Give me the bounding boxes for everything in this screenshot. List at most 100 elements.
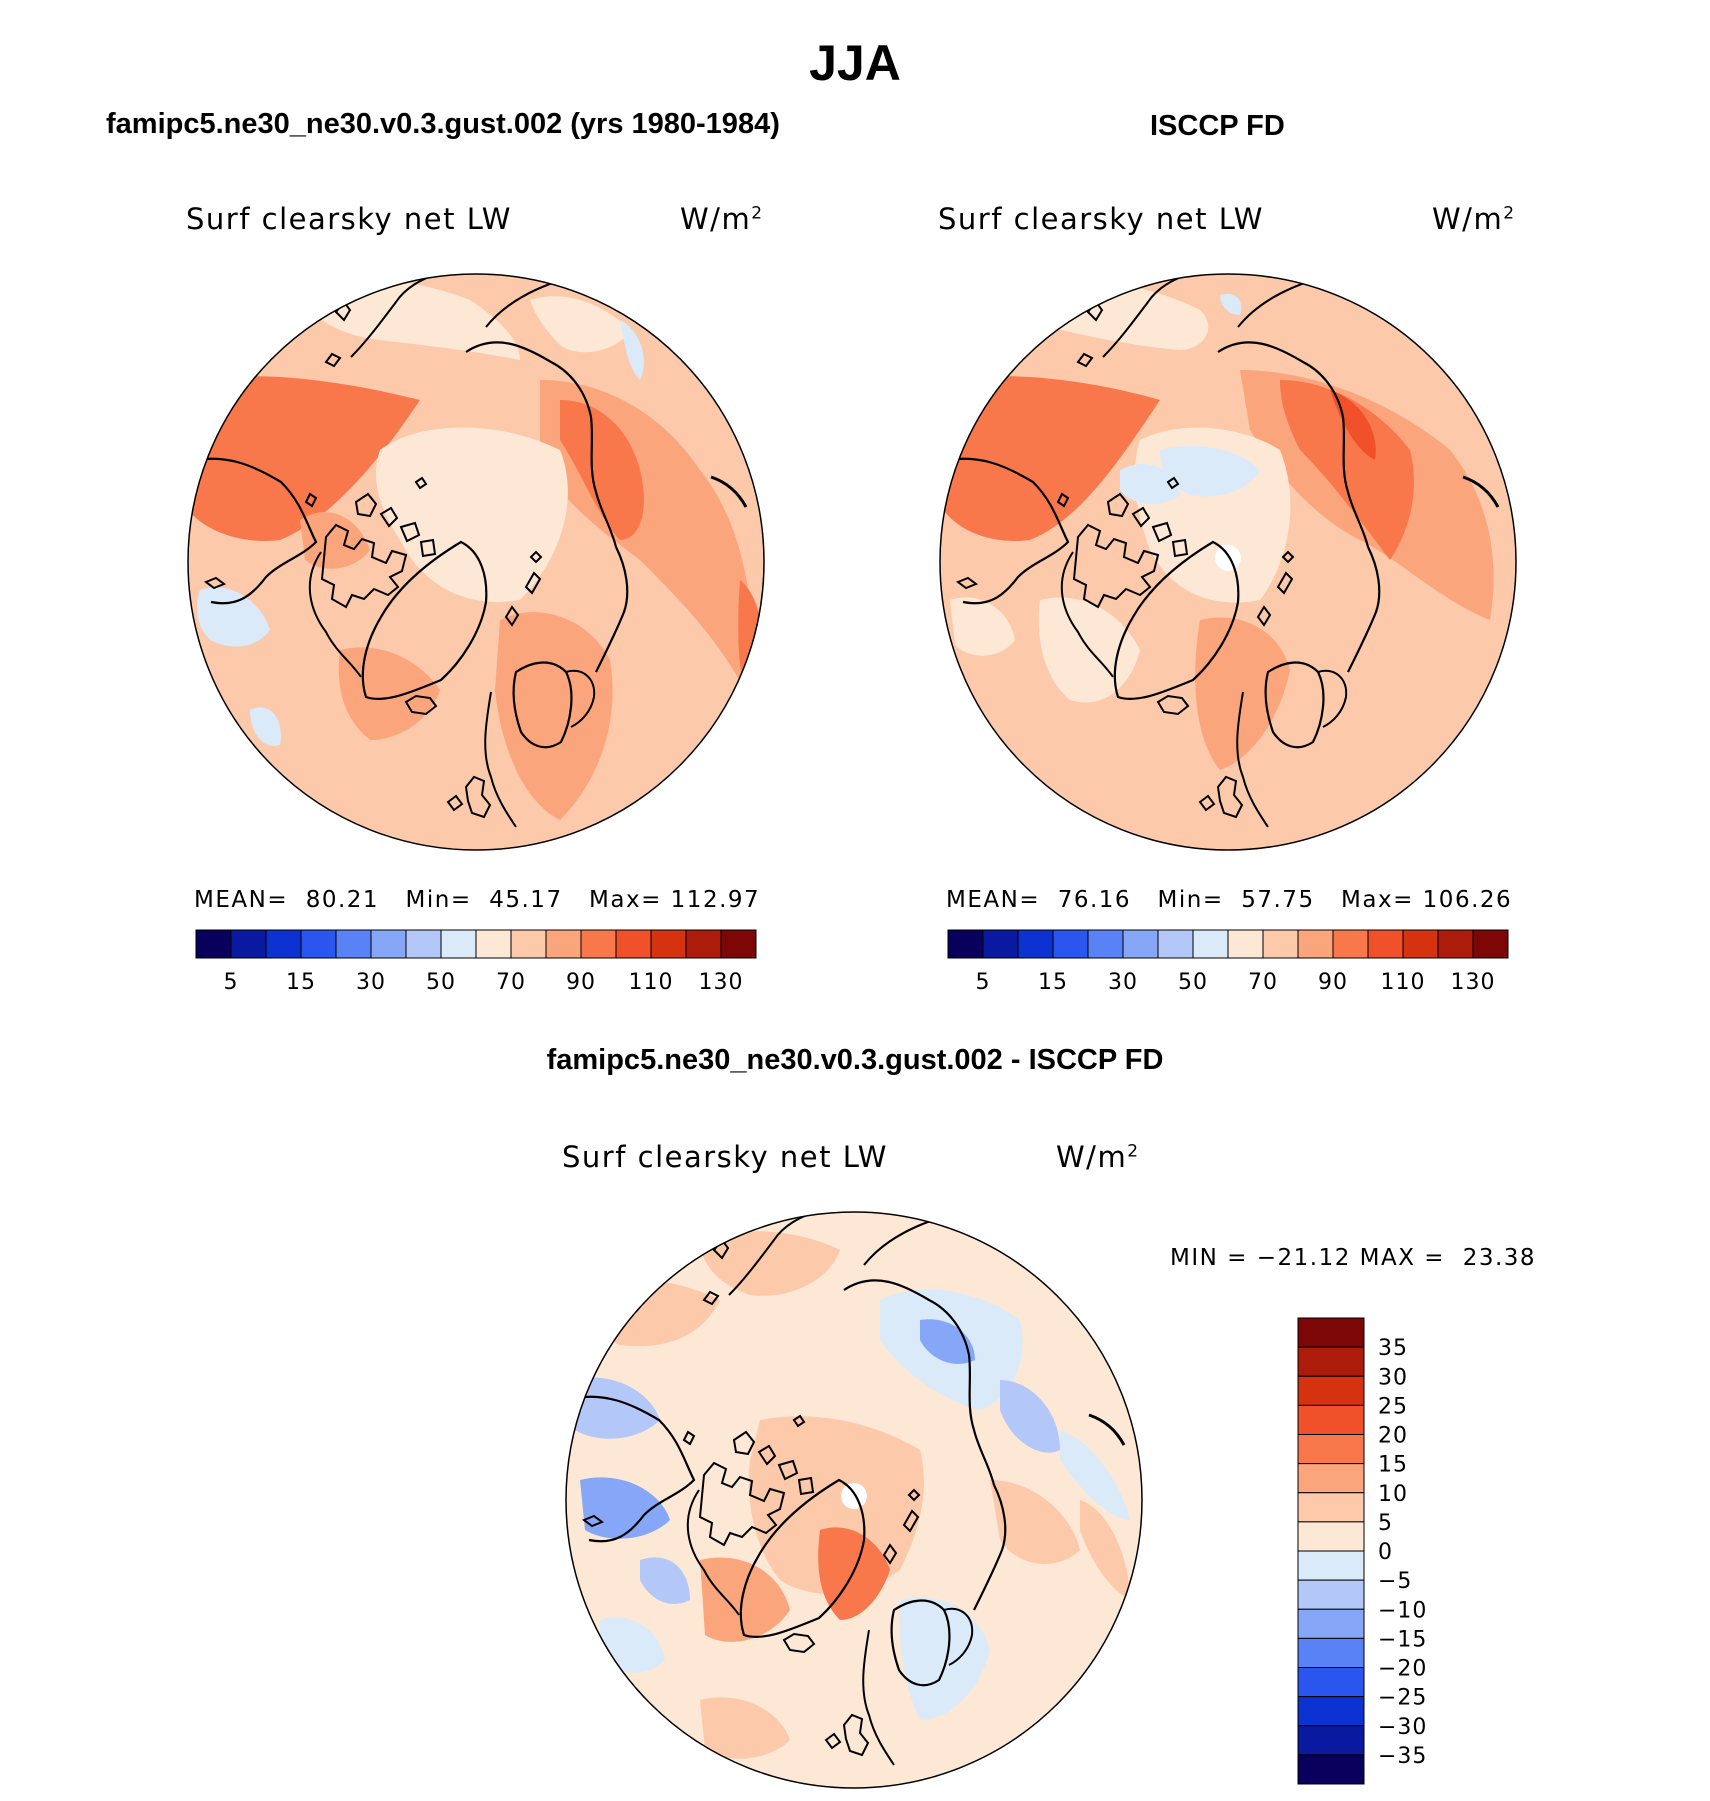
colorbar-panel-2-tick-label: 130 — [1451, 970, 1496, 995]
colorbar-panel-2-swatch — [982, 929, 1019, 959]
colorbar-panel-2-tick-label: 70 — [1248, 970, 1278, 995]
colorbar-panel-3-swatch — [1297, 1346, 1365, 1377]
panel-2-stats: MEAN= 76.16 Min= 57.75 Max= 106.26 — [946, 887, 1513, 913]
colorbar-panel-3-tick-label: −15 — [1378, 1627, 1427, 1652]
colorbar-panel-1-swatch — [475, 929, 512, 959]
colorbar-panel-2-swatch — [1017, 929, 1054, 959]
colorbar-panel-2-swatch — [1122, 929, 1159, 959]
colorbar-panel-2-swatch — [1087, 929, 1124, 959]
colorbar-panel-1-tick-label: 15 — [286, 970, 316, 995]
map-panel-2-border — [939, 273, 1517, 851]
colorbar-panel-3-swatch — [1297, 1375, 1365, 1406]
colorbar-panel-2-swatch — [1402, 929, 1439, 959]
colorbar-panel-1-tick-label: 90 — [566, 970, 596, 995]
map-panel-3-border — [565, 1211, 1143, 1789]
colorbar-panel-1-swatch — [545, 929, 582, 959]
panel-1-variable-label: Surf clearsky net LW — [186, 202, 512, 236]
panel-3-stats: MIN = −21.12 MAX = 23.38 — [1170, 1245, 1537, 1271]
colorbar-panel-3-tick-label: 30 — [1378, 1365, 1408, 1390]
map-panel-1 — [188, 274, 764, 850]
map-panel-2 — [940, 274, 1516, 850]
panel-3-units-label: W/m2 — [1056, 1140, 1140, 1174]
map-panel-1-border — [187, 273, 765, 851]
colorbar-panel-1-swatch — [510, 929, 547, 959]
colorbar-panel-1-swatch — [300, 929, 337, 959]
colorbar-panel-1-tick-label: 130 — [699, 970, 744, 995]
colorbar-panel-1-swatch — [580, 929, 617, 959]
colorbar-panel-3-tick-label: 20 — [1378, 1424, 1408, 1449]
colorbar-panel-3-tick-label: 0 — [1378, 1540, 1393, 1565]
colorbar-panel-3-swatch — [1297, 1492, 1365, 1523]
colorbar-panel-1-swatch — [265, 929, 302, 959]
colorbar-panel-1-swatch — [440, 929, 477, 959]
colorbar-panel-3-swatch — [1297, 1463, 1365, 1494]
colorbar-panel-3-tick-label: 5 — [1378, 1511, 1393, 1536]
colorbar-panel-2-swatch — [947, 929, 984, 959]
colorbar-panel-2-swatch — [1262, 929, 1299, 959]
colorbar-panel-3-swatch — [1297, 1317, 1365, 1348]
panel-3-title: famipc5.ne30_ne30.v0.3.gust.002 - ISCCP … — [546, 1044, 1164, 1076]
colorbar-panel-3-swatch — [1297, 1667, 1365, 1698]
colorbar-panel-3-tick-label: −5 — [1378, 1569, 1412, 1594]
colorbar-panel-3-tick-label: −25 — [1378, 1686, 1427, 1711]
colorbar-panel-2-swatch — [1332, 929, 1369, 959]
colorbar-panel-2-swatch — [1157, 929, 1194, 959]
colorbar-panel-3-tick-label: −10 — [1378, 1598, 1427, 1623]
colorbar-panel-2-swatch — [1437, 929, 1474, 959]
colorbar-panel-3-swatch — [1297, 1550, 1365, 1581]
colorbar-panel-3-swatch — [1297, 1434, 1365, 1465]
colorbar-panel-1-swatch — [685, 929, 722, 959]
panel-1-stats: MEAN= 80.21 Min= 45.17 Max= 112.97 — [194, 887, 761, 913]
colorbar-panel-3-swatch — [1297, 1754, 1365, 1785]
colorbar-panel-1-swatch — [720, 929, 757, 959]
colorbar-panel-1-swatch — [230, 929, 267, 959]
colorbar-panel-1-swatch — [615, 929, 652, 959]
colorbar-panel-1-swatch — [370, 929, 407, 959]
colorbar-panel-1: 5 15 30 50 70 90 110 130 — [195, 929, 757, 995]
colorbar-panel-3-swatch — [1297, 1404, 1365, 1435]
panel-1-units-label: W/m2 — [680, 202, 764, 236]
colorbar-panel-3: 35 30 25 20 15 10 5 0 −5 −10 −15 −20 −25 −30 −35 — [1297, 1317, 1427, 1785]
colorbar-panel-3-swatch — [1297, 1579, 1365, 1610]
panel-2-variable-label: Surf clearsky net LW — [938, 202, 1264, 236]
colorbar-panel-2-tick-label: 15 — [1038, 970, 1068, 995]
colorbar-panel-2-tick-label: 90 — [1318, 970, 1348, 995]
panel-2-units-label: W/m2 — [1432, 202, 1516, 236]
colorbar-panel-2-swatch — [1052, 929, 1089, 959]
colorbar-panel-1-swatch — [650, 929, 687, 959]
colorbar-panel-1-tick-label: 110 — [629, 970, 674, 995]
colorbar-panel-3-swatch — [1297, 1521, 1365, 1552]
colorbar-panel-3-tick-label: 25 — [1378, 1394, 1408, 1419]
panel-2-title: ISCCP FD — [1150, 110, 1285, 142]
colorbar-panel-1-tick-label: 5 — [224, 970, 239, 995]
colorbar-panel-3-tick-label: 35 — [1378, 1336, 1408, 1361]
panel-3-variable-label: Surf clearsky net LW — [562, 1140, 888, 1174]
colorbar-panel-1-tick-label: 30 — [356, 970, 386, 995]
colorbar-panel-1-tick-label: 70 — [496, 970, 526, 995]
colorbar-panel-3-swatch — [1297, 1637, 1365, 1668]
colorbar-panel-2-tick-label: 5 — [976, 970, 991, 995]
colorbar-panel-2-tick-label: 110 — [1381, 970, 1426, 995]
colorbar-panel-3-swatch — [1297, 1608, 1365, 1639]
colorbar-panel-3-tick-label: −30 — [1378, 1715, 1427, 1740]
colorbar-panel-2-tick-label: 50 — [1178, 970, 1208, 995]
colorbar-panel-2-swatch — [1192, 929, 1229, 959]
colorbar-panel-1-swatch — [195, 929, 232, 959]
colorbar-panel-1-tick-label: 50 — [426, 970, 456, 995]
colorbar-panel-3-tick-label: −20 — [1378, 1657, 1427, 1682]
colorbar-panel-2-swatch — [1367, 929, 1404, 959]
map-panel-3 — [566, 1212, 1142, 1788]
colorbar-panel-2-tick-label: 30 — [1108, 970, 1138, 995]
colorbar-panel-3-tick-label: 10 — [1378, 1482, 1408, 1507]
colorbar-panel-2-swatch — [1297, 929, 1334, 959]
colorbar-panel-3-tick-label: 15 — [1378, 1453, 1408, 1478]
colorbar-panel-3-swatch — [1297, 1696, 1365, 1727]
colorbar-panel-2-swatch — [1227, 929, 1264, 959]
colorbar-panel-2-swatch — [1472, 929, 1509, 959]
panel-1-title: famipc5.ne30_ne30.v0.3.gust.002 (yrs 198… — [106, 108, 780, 140]
colorbar-panel-3-tick-label: −35 — [1378, 1744, 1427, 1769]
colorbar-panel-1-swatch — [405, 929, 442, 959]
figure-title: JJA — [809, 35, 901, 91]
colorbar-panel-1-swatch — [335, 929, 372, 959]
